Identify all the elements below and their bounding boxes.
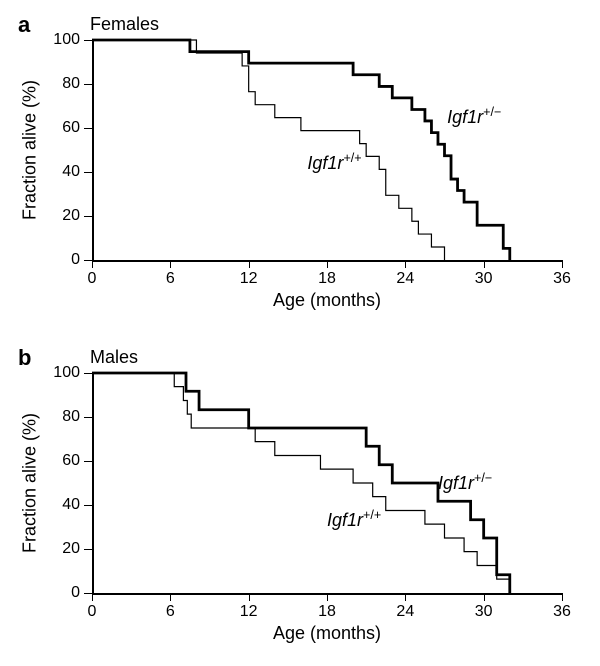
y-tick	[84, 84, 92, 85]
y-tick-label: 100	[50, 364, 80, 382]
y-tick	[84, 216, 92, 217]
panel-a-label-wt: Igf1r+/+	[307, 151, 361, 174]
panel-b-title: Males	[90, 347, 138, 368]
panel-a-plot	[92, 40, 562, 260]
x-tick	[170, 593, 171, 601]
x-tick	[562, 260, 563, 268]
x-tick	[92, 593, 93, 601]
panelA-series-het	[92, 40, 510, 260]
panel-a-title: Females	[90, 14, 159, 35]
x-tick	[562, 593, 563, 601]
y-tick	[84, 260, 92, 261]
x-tick-label: 30	[475, 270, 493, 288]
y-tick-label: 20	[50, 207, 80, 225]
x-tick	[405, 260, 406, 268]
panel-b-y-label: Fraction alive (%)	[20, 413, 41, 553]
x-tick-label: 0	[88, 270, 97, 288]
y-tick-label: 60	[50, 452, 80, 470]
x-tick	[327, 260, 328, 268]
x-tick-label: 18	[318, 270, 336, 288]
x-tick	[249, 260, 250, 268]
panel-b-x-label: Age (months)	[273, 623, 381, 644]
y-tick-label: 0	[50, 584, 80, 602]
panelA-series-wt	[92, 40, 445, 260]
survival-figure: a Females 020406080100 061218243036 Age …	[0, 0, 600, 666]
y-tick-label: 80	[50, 75, 80, 93]
panel-a-x-label: Age (months)	[273, 290, 381, 311]
x-tick-label: 12	[240, 270, 258, 288]
x-tick	[170, 260, 171, 268]
x-tick-label: 0	[88, 603, 97, 621]
y-tick-label: 0	[50, 251, 80, 269]
x-tick	[484, 593, 485, 601]
y-tick-label: 40	[50, 496, 80, 514]
y-tick	[84, 593, 92, 594]
y-tick	[84, 417, 92, 418]
panel-a-y-label: Fraction alive (%)	[20, 80, 41, 220]
x-tick-label: 30	[475, 603, 493, 621]
x-tick-label: 6	[166, 603, 175, 621]
y-tick	[84, 461, 92, 462]
panel-b-letter: b	[18, 345, 31, 371]
y-tick-label: 60	[50, 119, 80, 137]
x-tick	[327, 593, 328, 601]
panel-b-males: b Males 0 20 40 60 80 100 0 6 12 18 24 30 36 Age (m…	[0, 333, 600, 666]
panel-a-label-het: Igf1r+/−	[447, 105, 501, 128]
x-tick	[484, 260, 485, 268]
y-tick	[84, 549, 92, 550]
y-tick-label: 100	[50, 31, 80, 49]
x-tick	[249, 593, 250, 601]
y-tick-label: 40	[50, 163, 80, 181]
x-tick	[92, 260, 93, 268]
y-tick	[84, 373, 92, 374]
y-tick-label: 80	[50, 408, 80, 426]
panel-b-label-het: Igf1r+/−	[438, 471, 492, 494]
y-tick-label: 20	[50, 540, 80, 558]
x-tick-label: 18	[318, 603, 336, 621]
panel-a-letter: a	[18, 12, 30, 38]
x-tick-label: 6	[166, 270, 175, 288]
x-tick-label: 24	[396, 270, 414, 288]
y-tick	[84, 128, 92, 129]
y-tick	[84, 505, 92, 506]
panel-a-females: a Females 0 20 40 60 80 100 0 6 12 18 24 30 36 Age …	[0, 0, 600, 333]
x-tick	[405, 593, 406, 601]
x-tick-label: 36	[553, 603, 571, 621]
panel-b-label-wt: Igf1r+/+	[327, 508, 381, 531]
x-tick-label: 36	[553, 270, 571, 288]
x-tick-label: 12	[240, 603, 258, 621]
y-tick	[84, 40, 92, 41]
y-tick	[84, 172, 92, 173]
x-tick-label: 24	[396, 603, 414, 621]
